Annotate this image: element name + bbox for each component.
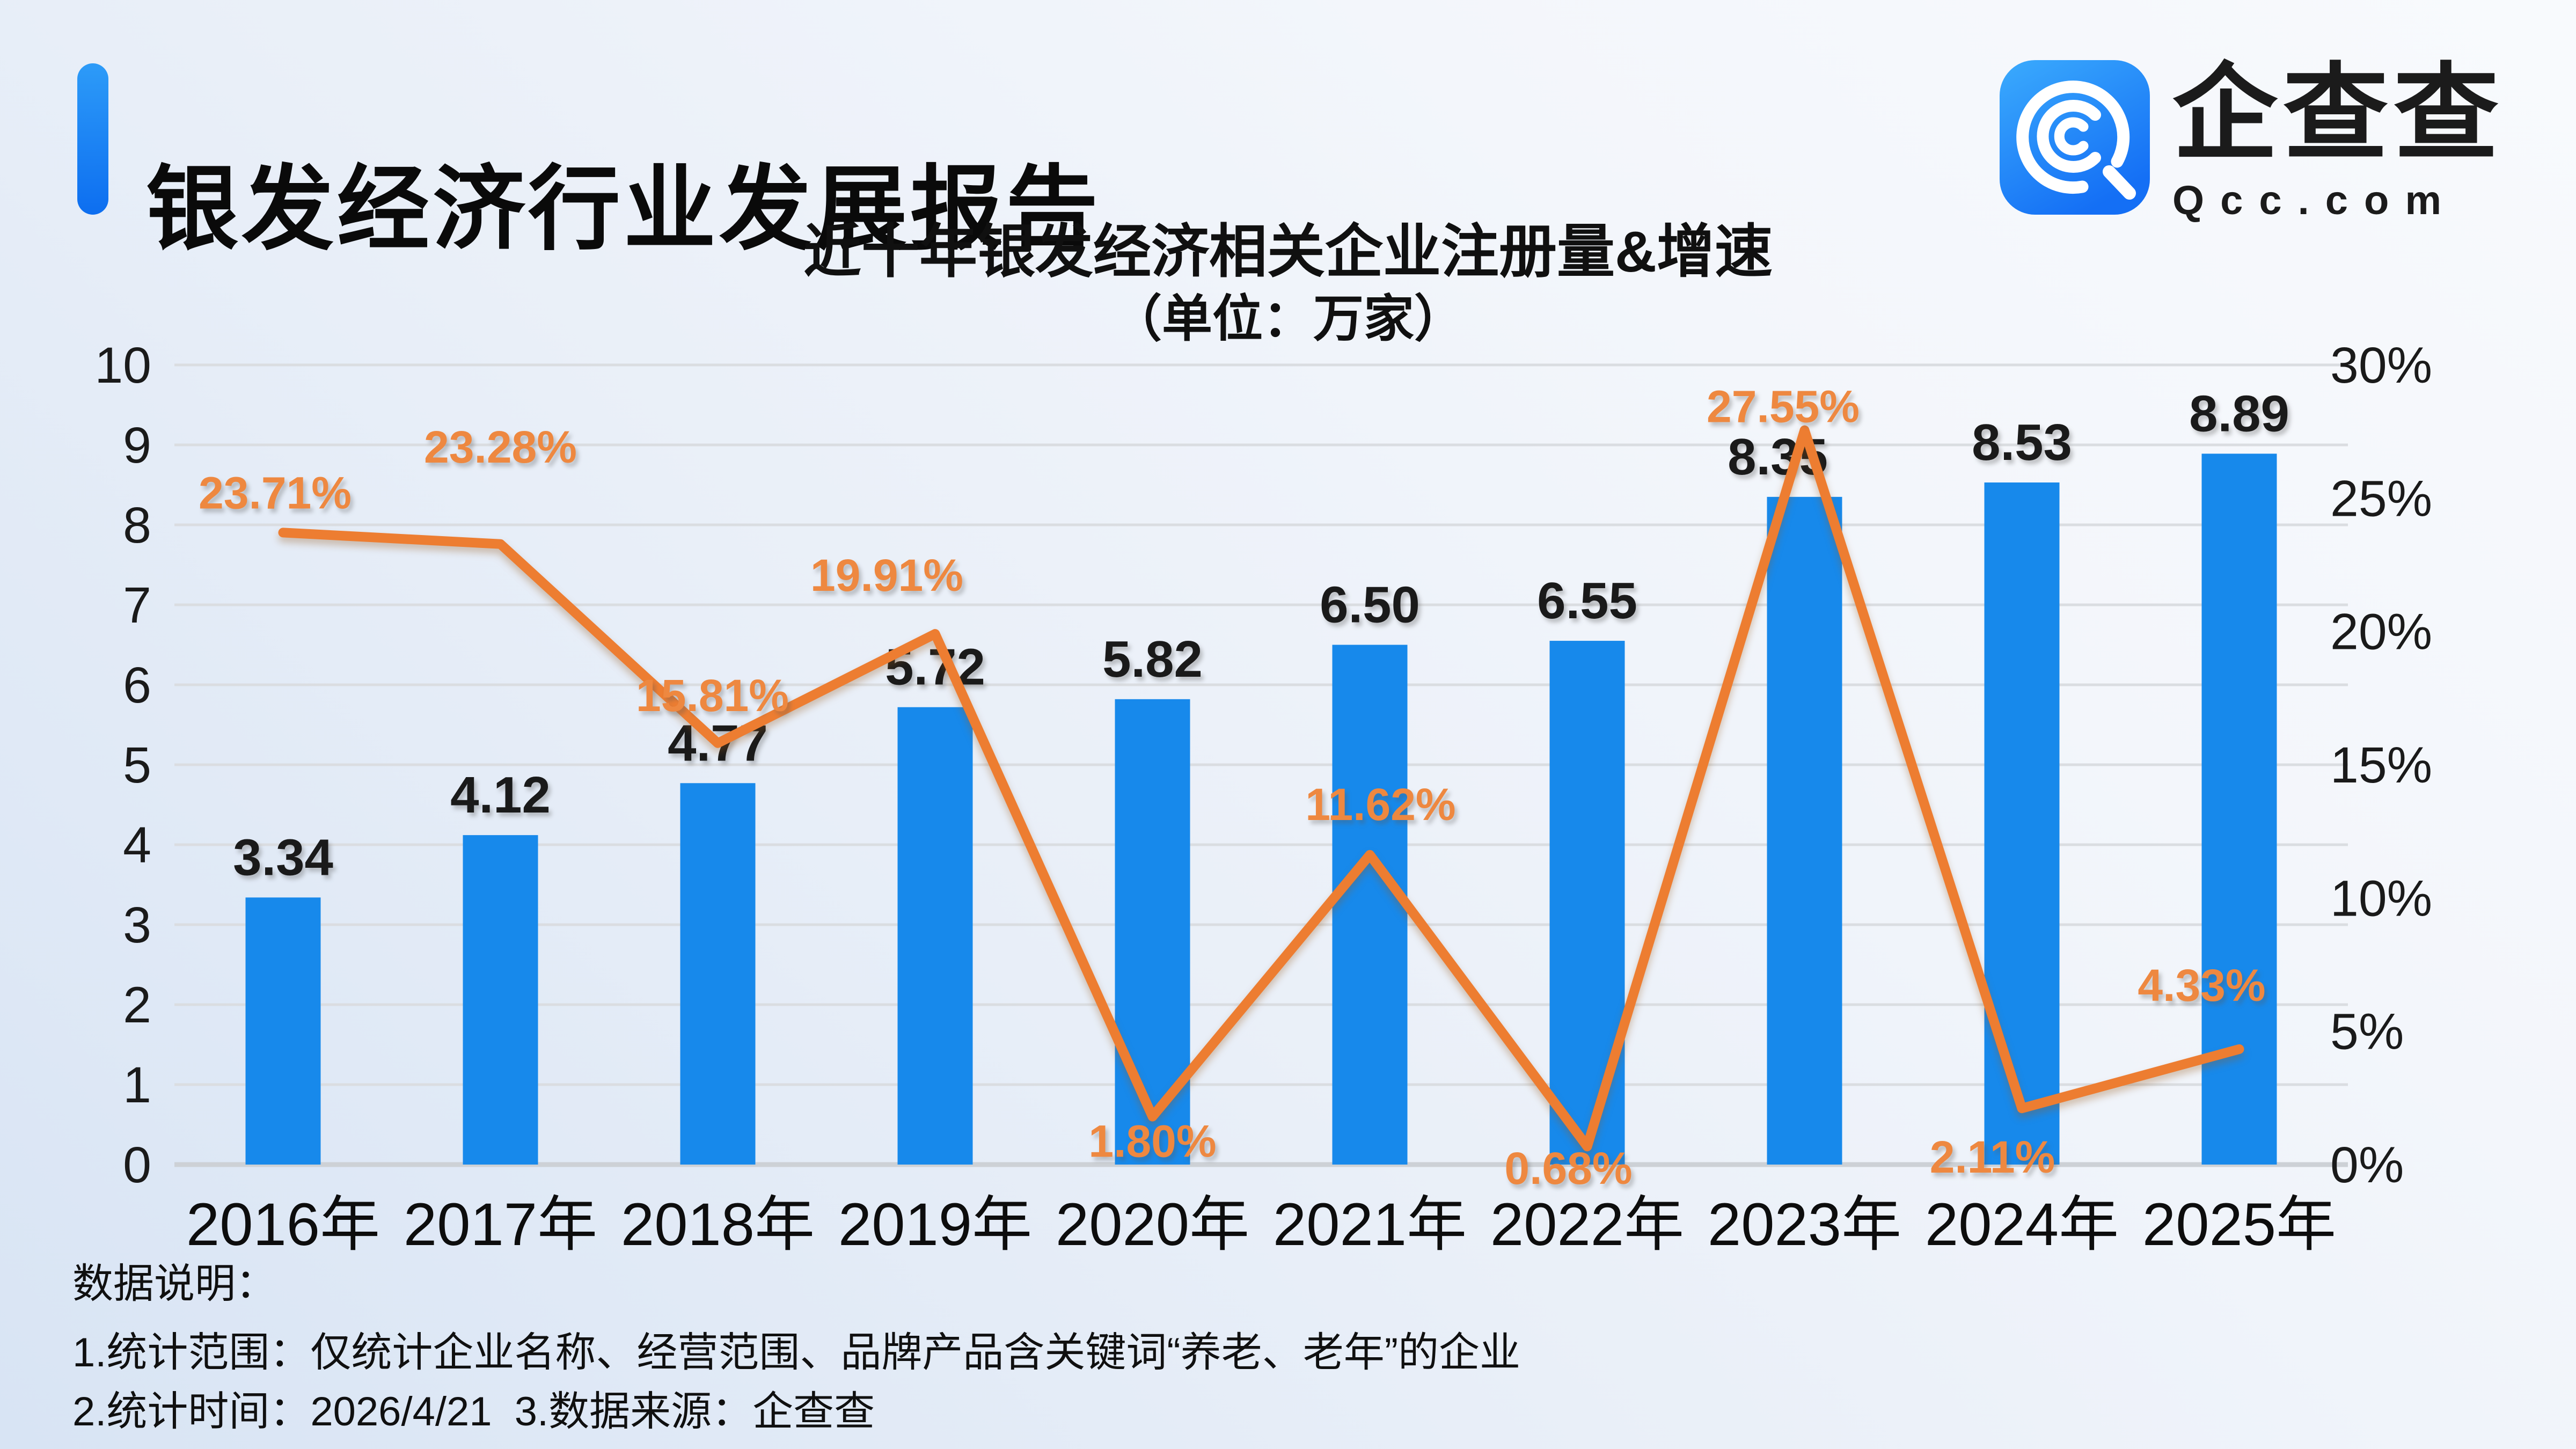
bar	[680, 783, 756, 1165]
left-axis-tick: 6	[123, 657, 151, 714]
growth-rate-label: 15.81%	[636, 670, 789, 721]
growth-line	[278, 425, 2244, 1152]
growth-rate-label: 11.62%	[1305, 779, 1455, 830]
qcc-logo: 企查查 Qcc.com	[2000, 60, 2504, 224]
qcc-logo-icon	[2000, 60, 2150, 215]
bar-value-label: 8.53	[1972, 414, 2072, 471]
left-axis-tick: 5	[123, 737, 151, 794]
footer-heading: 数据说明：	[72, 1261, 276, 1307]
report-title: 银发经济行业发展报告	[146, 158, 1101, 261]
bar-value-label: 4.12	[450, 766, 551, 824]
left-axis-tick: 2	[123, 977, 151, 1034]
left-axis-tick: 7	[123, 577, 151, 634]
x-axis-label: 2022年	[1490, 1191, 1684, 1258]
left-axis-tick: 8	[123, 497, 151, 554]
right-axis-tick: 30%	[2330, 337, 2432, 394]
bar	[463, 835, 538, 1165]
bar	[897, 707, 973, 1165]
bar	[1767, 496, 1842, 1165]
bar	[1332, 645, 1408, 1165]
right-axis-tick: 5%	[2330, 1004, 2404, 1060]
right-axis-tick: 20%	[2330, 604, 2432, 661]
right-axis-tick: 10%	[2330, 870, 2432, 927]
qcc-logo-name: 企查查	[2172, 55, 2505, 172]
left-axis-tick: 0	[123, 1137, 151, 1194]
x-axis-label: 2024年	[1925, 1191, 2119, 1258]
left-axis-tick: 1	[123, 1057, 151, 1114]
bar-value-label: 8.89	[2189, 385, 2289, 442]
bar	[1984, 482, 2060, 1165]
right-axis-tick: 15%	[2330, 737, 2432, 794]
chart-title: 近十年银发经济相关企业注册量&增速	[803, 219, 1773, 284]
bar	[1115, 699, 1190, 1165]
right-axis-tick: 25%	[2330, 470, 2432, 527]
growth-rate-label: 2.11%	[1930, 1132, 2055, 1182]
bar-value-label: 5.82	[1102, 631, 1203, 688]
growth-rate-label: 23.28%	[424, 422, 577, 472]
left-axis-tick: 9	[123, 417, 151, 474]
right-axis-tick: 0%	[2330, 1137, 2404, 1194]
growth-rate-label: 1.80%	[1088, 1116, 1216, 1167]
chart-subtitle: （单位：万家）	[1111, 290, 1465, 347]
x-axis-label: 2018年	[621, 1191, 815, 1258]
x-axis-label: 2021年	[1273, 1191, 1467, 1258]
x-axis-label: 2019年	[838, 1191, 1032, 1258]
bar-value-label: 6.50	[1320, 576, 1420, 634]
footer-note-scope: 1.统计范围：仅统计企业名称、经营范围、品牌产品含关键词“养老、老年”的企业	[72, 1330, 1520, 1375]
growth-rate-label: 27.55%	[1707, 382, 1860, 432]
x-axis-label: 2020年	[1056, 1191, 1249, 1258]
left-axis-tick: 4	[123, 817, 151, 874]
growth-rate-label: 23.71%	[199, 467, 352, 518]
title-accent-bar	[77, 63, 108, 215]
bar-value-label: 3.34	[233, 829, 333, 886]
x-axis-label: 2025年	[2142, 1191, 2336, 1258]
growth-rate-label: 0.68%	[1504, 1143, 1632, 1194]
bar-value-label: 6.55	[1537, 572, 1637, 630]
x-axis-label: 2016年	[186, 1191, 380, 1258]
bar	[245, 897, 321, 1165]
left-axis-tick: 3	[123, 897, 151, 954]
x-axis-label: 2017年	[404, 1191, 597, 1258]
qcc-logo-domain: Qcc.com	[2172, 178, 2458, 223]
growth-rate-label: 19.91%	[810, 550, 963, 601]
x-axis-label: 2023年	[1708, 1191, 1901, 1258]
qcc-logo-text-block: 企查查 Qcc.com	[2172, 60, 2504, 224]
bar	[1549, 641, 1625, 1165]
footer-note-date-source: 2.统计时间：2026/4/21 3.数据来源：企查查	[72, 1389, 875, 1435]
growth-rate-label: 4.33%	[2138, 960, 2265, 1011]
left-axis-tick: 10	[94, 337, 151, 394]
